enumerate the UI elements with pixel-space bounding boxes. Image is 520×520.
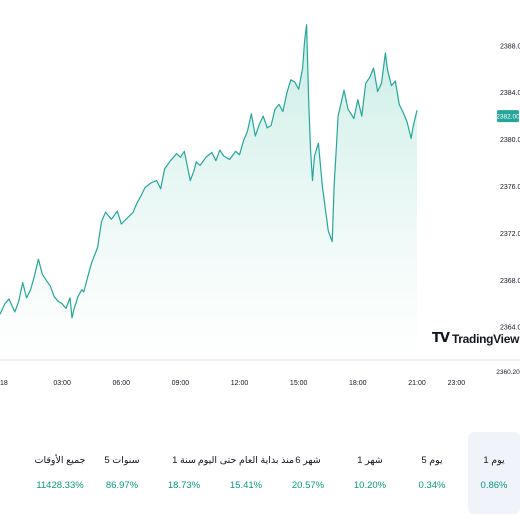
last-price-badge-bg (497, 110, 519, 123)
performance-period-value: 0.86% (480, 480, 508, 491)
performance-period-value: 10.20% (353, 480, 387, 491)
performance-period-value: 18.73% (167, 480, 201, 491)
price-tick-label: 2376.00 (500, 184, 520, 191)
performance-period-value: 15.41% (229, 480, 263, 491)
price-axis[interactable]: 2388.00 2384.00 2380.00 2376.00 2372.00 2368.… (500, 43, 520, 331)
price-tick-label: 2380.00 (500, 137, 520, 144)
time-tick-label: 06:00 (113, 380, 131, 387)
price-line (0, 24, 418, 319)
performance-period-value: 11428.33% (36, 480, 84, 491)
price-tick-label: 2368.00 (500, 278, 520, 285)
base-price-badge-bg (497, 365, 519, 378)
time-tick-label: 09:00 (172, 380, 190, 387)
performance-period-5[interactable]: 1 سنة 18.73% (158, 432, 210, 514)
tradingview-brand-name: TradingView (451, 331, 520, 346)
performance-period-label: جميع الأوقات (34, 455, 86, 466)
time-tick-label: 23:00 (448, 380, 466, 387)
tradingview-watermark[interactable]: TV TradingView (432, 331, 519, 346)
time-tick-label: 21:00 (408, 380, 426, 387)
price-area-fill (0, 24, 417, 360)
performance-period-label: 5 يوم (421, 455, 443, 466)
tradingview-logo-icon: TV (432, 331, 450, 346)
performance-period-6[interactable]: 5 سنوات 86.97% (96, 432, 148, 514)
performance-period-1[interactable]: 5 يوم 0.34% (406, 432, 458, 514)
price-chart[interactable]: 2388.00 2384.00 2380.00 2376.00 2372.00 2368.… (0, 0, 520, 400)
performance-period-label: 1 سنة (172, 455, 196, 466)
time-tick-label: 03:00 (53, 380, 71, 387)
performance-period-value: 86.97% (105, 480, 139, 491)
time-tick-label: 18:00 (349, 380, 367, 387)
performance-period-2[interactable]: 1 شهر 10.20% (344, 432, 396, 514)
performance-period-value: 20.57% (291, 480, 325, 491)
performance-period-label: 5 سنوات (104, 455, 140, 466)
performance-periods: 1 يوم 0.86% 5 يوم 0.34% 1 شهر 10.20% 6 شهر 20.5… (0, 432, 520, 520)
time-axis[interactable]: 18 03:00 06:00 09:00 12:00 15:00 18:00 21:00 23:… (0, 380, 465, 387)
performance-period-label: منذ بداية العام حتى اليوم (197, 455, 295, 466)
price-tick-label: 2372.00 (500, 231, 520, 238)
performance-period-7[interactable]: جميع الأوقات 11428.33% (34, 432, 86, 514)
price-tick-label: 2384.00 (500, 90, 520, 97)
performance-period-0[interactable]: 1 يوم 0.86% (468, 432, 520, 514)
time-tick-label: 18 (0, 380, 8, 387)
time-tick-label: 15:00 (290, 380, 308, 387)
last-price-badge: 2382.00 (496, 114, 520, 121)
price-tick-label: 2364.00 (500, 325, 520, 332)
price-tick-label: 2388.00 (500, 43, 520, 50)
performance-period-label: 6 شهر (295, 455, 321, 466)
performance-period-4[interactable]: منذ بداية العام حتى اليوم 15.41% (198, 432, 294, 514)
time-tick-label: 12:00 (231, 380, 249, 387)
base-price-badge: 2360.20 (496, 369, 520, 376)
performance-period-3[interactable]: 6 شهر 20.57% (282, 432, 334, 514)
performance-period-label: 1 يوم (483, 455, 505, 466)
performance-period-label: 1 شهر (357, 455, 383, 466)
performance-period-value: 0.34% (418, 480, 446, 491)
